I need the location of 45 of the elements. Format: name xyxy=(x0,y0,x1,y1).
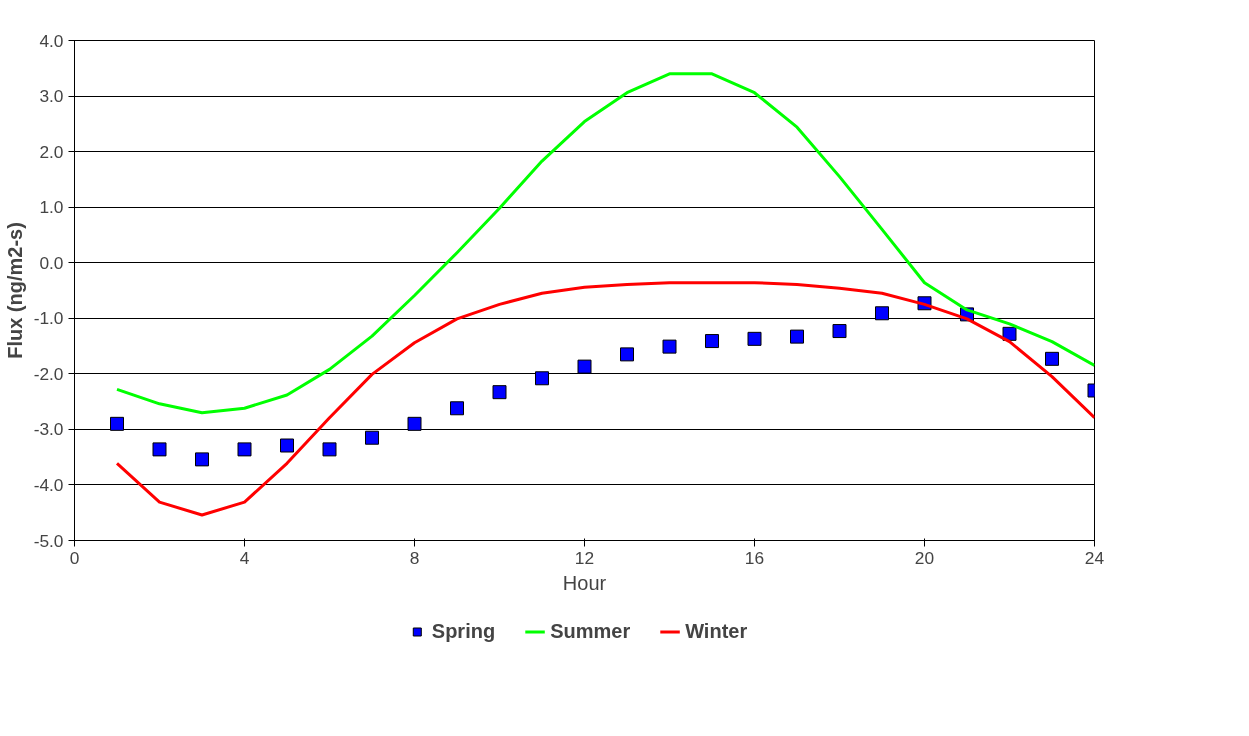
line-series xyxy=(115,281,1095,517)
point xyxy=(237,442,252,457)
y-tick-label: -3.0 xyxy=(33,419,64,440)
y-axis-title: Flux (ng/m2-s) xyxy=(3,222,26,359)
y-tick-label: 0.0 xyxy=(39,252,64,273)
point xyxy=(492,385,507,400)
point xyxy=(875,306,889,321)
y-tick-label: 4.0 xyxy=(39,30,64,51)
point xyxy=(705,334,719,349)
point xyxy=(280,438,294,453)
x-tick-label: 4 xyxy=(239,547,250,568)
point xyxy=(662,339,677,354)
point xyxy=(577,359,592,374)
y-tick-label: -2.0 xyxy=(33,363,64,384)
y-tick-label: 1.0 xyxy=(39,197,64,218)
x-tick-label: 24 xyxy=(1084,547,1105,568)
point xyxy=(790,329,804,344)
y-tick-label: -4.0 xyxy=(33,474,64,495)
legend-label: Spring xyxy=(431,619,496,643)
point xyxy=(1045,351,1059,366)
legend-label: Winter xyxy=(685,619,748,643)
point xyxy=(195,452,209,467)
line-series xyxy=(115,72,1095,415)
y-tick-label: -1.0 xyxy=(33,308,64,329)
point xyxy=(152,442,167,457)
point xyxy=(450,401,464,416)
point xyxy=(407,416,422,431)
point xyxy=(110,416,124,431)
point xyxy=(832,324,847,339)
x-tick-label: 0 xyxy=(69,547,80,568)
x-tick-label: 16 xyxy=(744,547,765,568)
point xyxy=(535,371,549,386)
point xyxy=(747,331,762,346)
legend-label: Summer xyxy=(550,619,631,643)
y-tick-label: 2.0 xyxy=(39,141,64,162)
y-tick-label: 3.0 xyxy=(39,86,64,107)
x-axis-title: Hour xyxy=(562,571,607,594)
point xyxy=(365,430,379,445)
x-tick-label: 12 xyxy=(574,547,595,568)
x-tick-label: 8 xyxy=(409,547,420,568)
y-tick-label: -5.0 xyxy=(33,530,64,551)
point xyxy=(1002,326,1017,341)
point xyxy=(620,347,634,362)
x-tick-label: 20 xyxy=(914,547,935,568)
point xyxy=(322,442,337,457)
